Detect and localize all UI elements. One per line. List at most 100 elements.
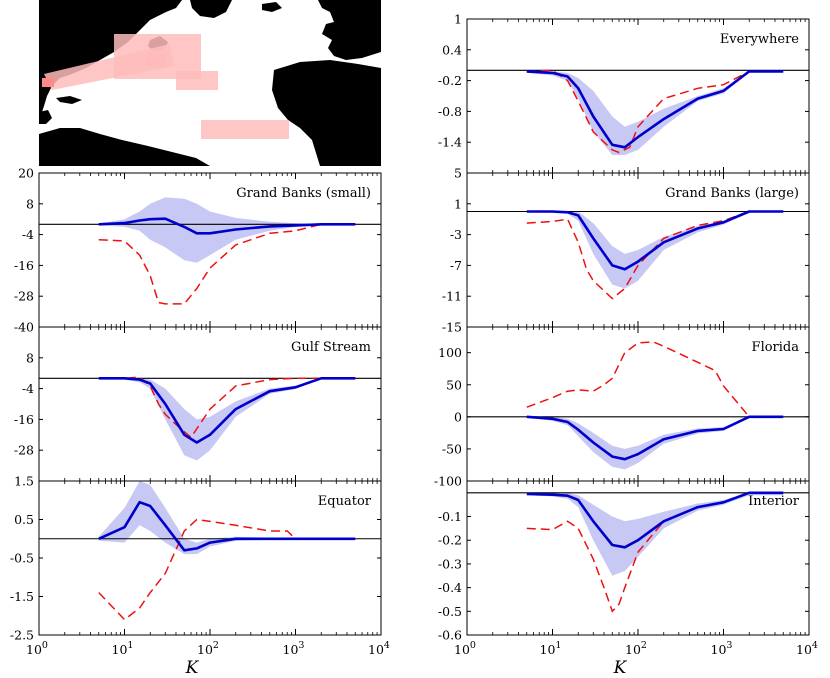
panel-2: 5 1 -3 -7 -11 -15 Grand Banks (large)	[442, 166, 810, 335]
map-land-europe	[318, 0, 381, 60]
panel-title: Everywhere	[720, 32, 799, 47]
uncertainty-band	[98, 481, 356, 555]
series-mean	[526, 415, 784, 461]
panel-0: 1 0.4 -0.2 -0.8 -1.4 Everywhere	[438, 12, 810, 174]
y-tick-label: -1.5	[10, 589, 34, 604]
x-tick-label-exponent: 3	[726, 640, 732, 651]
y-tick-label: -0.4	[438, 580, 462, 595]
x-axis-label: K	[185, 658, 200, 678]
x-tick-label: 101	[112, 640, 134, 657]
series-mean	[526, 491, 784, 549]
map-land-south-america	[39, 128, 210, 166]
series-mean	[526, 210, 784, 271]
y-tick-label: -3	[450, 227, 462, 242]
y-tick-label: 20	[18, 166, 34, 181]
map-land-cuba	[56, 96, 82, 104]
x-tick-label: 100	[454, 640, 476, 657]
y-tick-label: -0.2	[438, 73, 462, 88]
plot-area	[467, 491, 809, 613]
x-tick-label-exponent: 4	[812, 640, 818, 651]
map-land-caribbean	[39, 110, 52, 124]
y-tick-label: 100	[438, 345, 462, 360]
map-land-africa	[272, 60, 381, 166]
y-tick-label: -16	[14, 258, 34, 273]
y-tick-label: -4	[22, 227, 34, 242]
y-tick-label: -16	[14, 412, 34, 427]
y-tick-label: -2.5	[10, 628, 34, 643]
x-tick-label: 100	[26, 640, 48, 657]
x-tick-label: 101	[540, 640, 562, 657]
series-dashed	[526, 341, 784, 418]
panel-4: 100 50 0 -50 -100 Florida	[434, 326, 810, 489]
uncertainty-band	[526, 70, 784, 155]
series-dashed	[98, 376, 356, 439]
map-inset	[39, 0, 381, 166]
series-dashed	[526, 69, 784, 154]
map-region-interior	[176, 71, 218, 90]
panel-title: Gulf Stream	[291, 340, 371, 355]
y-tick-label: 1	[454, 196, 462, 211]
y-tick-label: -100	[434, 474, 462, 489]
x-tick-label-exponent: 4	[384, 640, 390, 651]
y-tick-label: -28	[14, 289, 34, 304]
plot-area	[39, 481, 381, 621]
map-region-florida	[42, 78, 54, 87]
series-mean	[98, 376, 356, 444]
series-dashed	[526, 492, 784, 613]
y-tick-label: 0	[454, 409, 462, 424]
map-land-iceland	[262, 2, 282, 12]
y-tick-label: 8	[26, 196, 34, 211]
y-tick-label: -4	[22, 381, 34, 396]
panel-title: Grand Banks (large)	[665, 186, 799, 201]
y-tick-label: -40	[14, 320, 34, 335]
y-tick-label: -0.5	[438, 604, 462, 619]
x-tick-label-base: 10	[796, 642, 812, 657]
plot-area	[39, 376, 381, 461]
x-tick-label-base: 10	[711, 642, 727, 657]
x-tick-label-base: 10	[625, 642, 641, 657]
x-tick-label-exponent: 1	[555, 640, 561, 651]
x-tick-label: 103	[283, 640, 305, 657]
series-mean	[98, 217, 356, 235]
x-tick-label-exponent: 2	[641, 640, 647, 651]
plot-area	[467, 341, 809, 470]
panel-title: Grand Banks (small)	[236, 186, 371, 201]
y-tick-label: 5	[454, 166, 462, 181]
panel-title: Florida	[752, 340, 800, 355]
x-tick-label: 103	[711, 640, 733, 657]
map-region-gulf-stream	[44, 44, 174, 90]
uncertainty-band	[526, 492, 784, 576]
x-tick-label: 102	[197, 640, 219, 657]
y-tick-label: -11	[442, 289, 462, 304]
y-tick-label: -7	[450, 258, 462, 273]
panel-title: Equator	[318, 494, 372, 509]
y-tick-label: -0.8	[438, 104, 462, 119]
y-tick-label: -0.6	[438, 628, 462, 643]
series-mean	[98, 500, 356, 552]
x-axis-label: K	[613, 658, 628, 678]
x-tick-label-exponent: 3	[298, 640, 304, 651]
x-tick-label-exponent: 0	[470, 640, 476, 651]
y-tick-label: -28	[14, 443, 34, 458]
x-tick-label-exponent: 1	[127, 640, 133, 651]
plot-area	[467, 210, 809, 300]
x-tick-label-base: 10	[368, 642, 384, 657]
plot-area	[39, 197, 381, 305]
map-region-equator	[201, 120, 289, 139]
x-tick-label-base: 10	[26, 642, 42, 657]
x-tick-label: 102	[625, 640, 647, 657]
y-tick-label: -1.4	[438, 135, 462, 150]
y-tick-label: -0.5	[10, 551, 34, 566]
y-tick-label: -50	[442, 441, 462, 456]
y-tick-label: 1.5	[14, 474, 34, 489]
map-land-north-america	[39, 0, 182, 112]
y-tick-label: -0.3	[438, 556, 462, 571]
y-tick-label: 50	[446, 377, 462, 392]
x-tick-label-base: 10	[540, 642, 556, 657]
y-tick-label: 1	[454, 12, 462, 27]
series-dashed	[98, 518, 356, 621]
x-tick-label-exponent: 2	[213, 640, 219, 651]
plot-area	[467, 69, 809, 155]
